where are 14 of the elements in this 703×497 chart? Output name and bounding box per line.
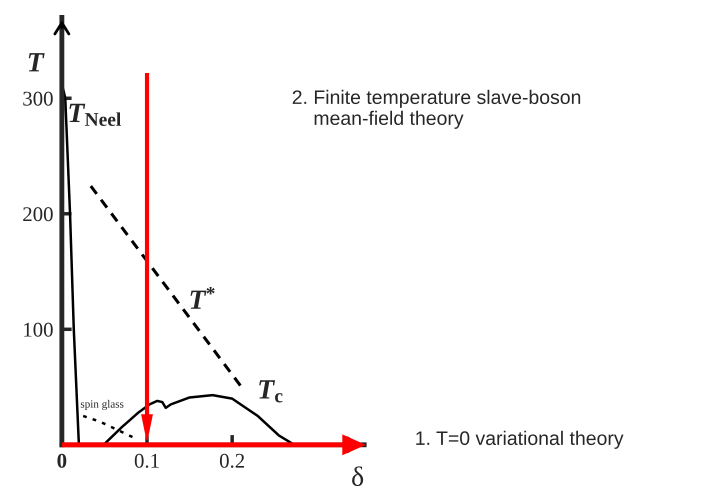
y-tick-label: 100 (24, 322, 53, 337)
series-label: spin glass (80, 400, 124, 410)
text: 1. T=0 variational theory (416, 430, 624, 449)
x-tick-label: 0.1 (134, 454, 159, 468)
annotation: 2. Finite temperature slave-boson mean-field theory (292, 90, 580, 129)
series-label: T$^{*}$ (190, 287, 215, 309)
y-tick-label: 200 (23, 207, 53, 222)
series-label: T$_{Neel}$ (69, 104, 121, 126)
x-axis-title: δ (352, 466, 364, 486)
x-tick-label: 0.2 (220, 454, 244, 468)
x-tick-label: 0 (57, 454, 66, 468)
y-axis-title: T (28, 53, 45, 72)
series-label: T$_{c}$ (259, 380, 283, 402)
y-tick-label: 300 (23, 92, 53, 106)
